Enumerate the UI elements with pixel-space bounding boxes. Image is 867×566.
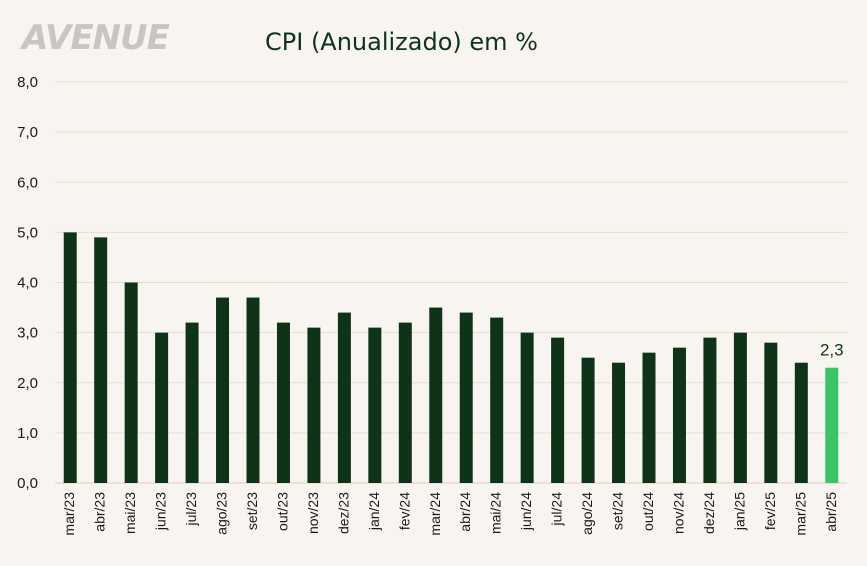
bar [520, 332, 534, 483]
y-tick-label: 2,0 [17, 375, 38, 392]
bar [63, 232, 77, 483]
y-tick-label: 3,0 [17, 325, 38, 342]
bar [703, 337, 717, 483]
bar [94, 237, 108, 483]
bar [185, 322, 199, 483]
x-tick-label: set/24 [610, 492, 626, 530]
x-tick-label: jan/24 [366, 492, 382, 531]
data-labels: 2,3 [820, 341, 844, 360]
bar [612, 362, 626, 483]
x-tick-label: dez/23 [335, 492, 351, 534]
x-tick-label: jun/23 [153, 492, 169, 531]
bar [155, 332, 169, 483]
x-tick-label: abr/25 [823, 492, 839, 532]
bar [551, 337, 565, 483]
bar [368, 327, 382, 483]
x-tick-label: out/23 [274, 492, 290, 531]
bar [764, 342, 778, 483]
bar [276, 322, 290, 483]
x-tick-label: nov/24 [670, 492, 686, 534]
y-tick-label: 5,0 [17, 224, 38, 241]
x-tick-label: mar/23 [61, 492, 77, 536]
bars [63, 232, 839, 483]
x-tick-label: mar/25 [792, 492, 808, 536]
x-tick-label: fev/24 [396, 492, 412, 530]
bar [429, 307, 443, 483]
x-tick-label: fev/25 [762, 492, 778, 530]
x-tick-label: nov/23 [305, 492, 321, 534]
avenue-logo: AVENUE [22, 18, 170, 58]
data-label: 2,3 [820, 341, 844, 360]
x-tick-label: abr/24 [457, 492, 473, 532]
bar [490, 317, 504, 483]
y-tick-label: 6,0 [17, 174, 38, 191]
y-tick-label: 4,0 [17, 275, 38, 292]
x-tick-label: mai/23 [122, 492, 138, 534]
x-tick-label: ago/23 [214, 492, 230, 535]
y-tick-label: 0,0 [17, 475, 38, 492]
x-tick-label: jan/25 [731, 492, 747, 531]
y-axis-ticks: 0,0 1,0 2,0 3,0 4,0 5,0 6,0 7,0 8,0 [17, 74, 38, 492]
bar [337, 312, 351, 483]
gridlines [55, 81, 847, 484]
x-tick-label: ago/24 [579, 492, 595, 535]
x-tick-label: mai/24 [488, 492, 504, 534]
bar [825, 367, 839, 483]
bar [733, 332, 747, 483]
bar [794, 362, 808, 483]
bar [398, 322, 412, 483]
y-tick-label: 1,0 [17, 425, 38, 442]
x-tick-label: mar/24 [427, 492, 443, 536]
x-axis-ticks: mar/23 abr/23 mai/23 jun/23 jul/23 ago/23 set/… [61, 492, 839, 536]
x-tick-label: set/23 [244, 492, 260, 530]
bar [459, 312, 473, 483]
bar [642, 352, 656, 483]
bar [672, 347, 686, 483]
x-tick-label: jun/24 [518, 492, 534, 531]
x-tick-label: abr/23 [92, 492, 108, 532]
chart-title: CPI (Anualizado) em % [265, 28, 538, 56]
y-tick-label: 7,0 [17, 124, 38, 141]
x-tick-label: dez/24 [701, 492, 717, 534]
x-tick-label: jul/23 [183, 492, 199, 527]
x-tick-label: out/24 [640, 492, 656, 531]
y-tick-label: 8,0 [17, 74, 38, 91]
bar [307, 327, 321, 483]
bar [581, 357, 595, 483]
bar [246, 297, 260, 483]
bar [124, 282, 138, 483]
x-tick-label: jul/24 [549, 492, 565, 527]
bar [216, 297, 230, 483]
